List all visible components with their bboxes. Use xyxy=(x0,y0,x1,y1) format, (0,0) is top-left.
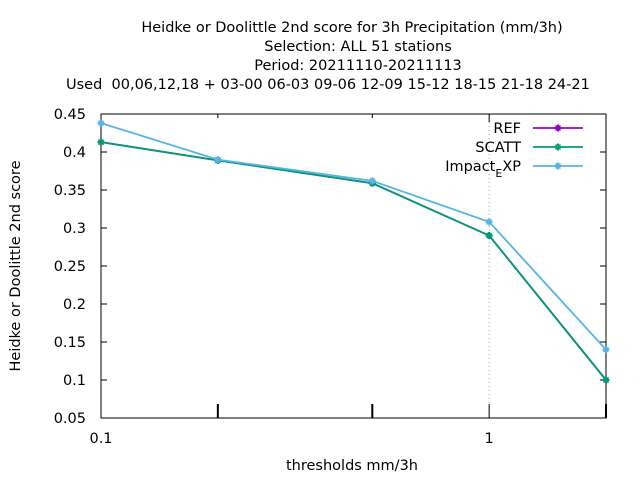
data-point xyxy=(602,376,610,384)
y-tick-label: 0.45 xyxy=(54,107,86,123)
title-line-2: Selection: ALL 51 stations xyxy=(264,39,452,55)
legend-label-scatt: SCATT xyxy=(475,140,521,156)
y-tick-label: 0.3 xyxy=(63,221,86,237)
marker-d2 xyxy=(97,139,105,146)
marker-d2 xyxy=(486,218,493,225)
series-impact-exp xyxy=(97,119,610,354)
legend-label-impact-exp: ImpactEXP xyxy=(445,159,521,180)
legend-impact-tail: XP xyxy=(502,159,521,175)
data-point xyxy=(97,138,105,146)
legend-impact-main: Impact xyxy=(445,159,495,175)
title-line-3: Period: 20211110-20211113 xyxy=(254,58,462,74)
series-layer xyxy=(97,119,610,384)
legend-marker-impact-exp xyxy=(554,162,562,170)
chart-title: Heidke or Doolittle 2nd score for 3h Pre… xyxy=(66,20,590,93)
title-line-4: Used 00,06,12,18 + 03-00 06-03 09-06 12-… xyxy=(66,77,590,93)
marker-d2 xyxy=(602,376,610,384)
data-point xyxy=(97,119,105,127)
marker-d2 xyxy=(214,156,221,163)
legend-point xyxy=(554,143,562,151)
marker-d2 xyxy=(369,177,376,184)
x-tick-label: 0.1 xyxy=(89,431,112,447)
x-tick-label: 1 xyxy=(485,431,494,447)
marker-d2 xyxy=(486,232,493,239)
y-tick-label: 0.35 xyxy=(54,183,86,199)
legend-marker-ref xyxy=(554,124,562,132)
marker-d2 xyxy=(554,124,562,132)
x-axis-label: thresholds mm/3h xyxy=(286,458,418,474)
series-ref xyxy=(97,138,610,384)
x-tick-labels: 0.1 1 xyxy=(89,431,493,447)
data-point xyxy=(485,232,493,240)
y-tick-labels: 0.05 0.1 0.15 0.2 0.25 0.3 0.35 0.4 0.45 xyxy=(54,107,86,427)
marker-d2 xyxy=(97,120,105,127)
legend-impact-sub: E xyxy=(495,167,502,180)
data-point xyxy=(214,156,222,164)
y-tick-label: 0.2 xyxy=(63,297,86,313)
marker-d2 xyxy=(602,346,610,353)
y-tick-label: 0.15 xyxy=(54,335,86,351)
series-scatt xyxy=(97,138,610,384)
legend-point xyxy=(554,162,562,170)
y-tick-label: 0.05 xyxy=(54,411,86,427)
title-line-1: Heidke or Doolittle 2nd score for 3h Pre… xyxy=(141,20,562,36)
data-point xyxy=(602,346,610,354)
legend-marker-scatt xyxy=(554,143,562,151)
marker-d2 xyxy=(554,162,562,170)
legend-point xyxy=(554,124,562,132)
series-line xyxy=(100,122,607,351)
y-axis-label: Heidke or Doolittle 2nd score xyxy=(8,160,24,371)
data-point xyxy=(485,218,493,226)
y-tick-label: 0.25 xyxy=(54,259,86,275)
y-tick-label: 0.4 xyxy=(63,145,86,161)
marker-d2 xyxy=(554,143,562,151)
data-point xyxy=(368,177,376,185)
legend: REF SCATT ImpactEXP xyxy=(445,121,583,180)
legend-label-ref: REF xyxy=(493,121,521,137)
y-tick-label: 0.1 xyxy=(63,373,86,389)
